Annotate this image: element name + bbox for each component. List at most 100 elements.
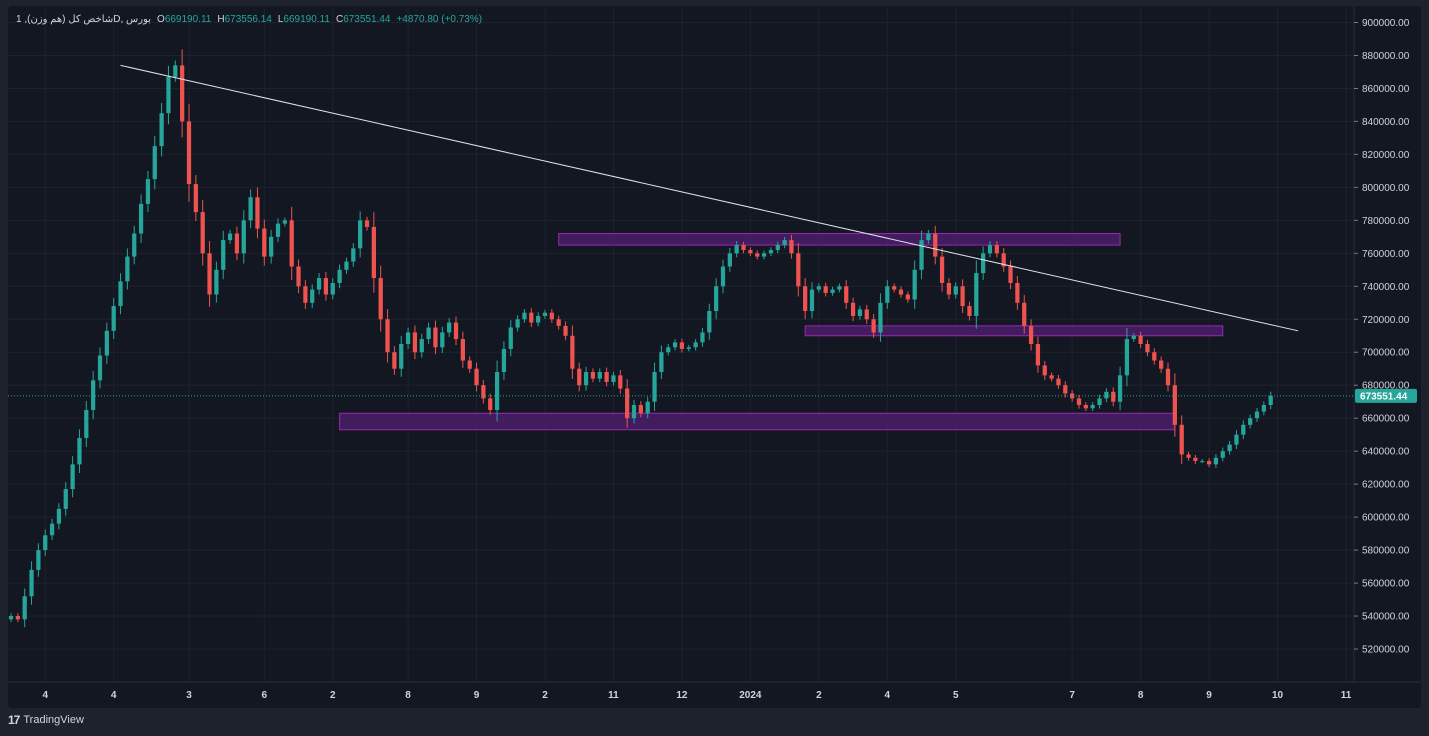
price-axis[interactable]: 900000.00 880000.00 860000.00 840000.00 8200…	[1353, 6, 1421, 708]
ohlc-legend: شاخص کل (هم وزن), 1D, بورس O669190.11 H6…	[16, 14, 482, 25]
candle-body	[987, 245, 993, 254]
candle-body	[755, 253, 760, 257]
candle	[1117, 366, 1123, 411]
candle-body	[898, 289, 904, 295]
candle-body	[885, 286, 890, 303]
price-chart[interactable]: 900000.00 880000.00 860000.00 840000.00 8200…	[8, 6, 1421, 708]
candle	[796, 243, 801, 297]
candle	[248, 189, 253, 229]
candle	[56, 503, 62, 530]
candle-body	[981, 253, 986, 274]
candle-body	[1056, 378, 1061, 386]
chart-panel[interactable]: 900000.00 880000.00 860000.00 840000.00 8200…	[8, 6, 1421, 708]
candle-body	[248, 197, 253, 221]
candle	[412, 325, 418, 360]
candle	[720, 259, 726, 294]
candle	[1056, 374, 1061, 389]
high-value: 673556.14	[224, 14, 272, 25]
candle	[953, 282, 958, 299]
candle-body	[933, 233, 938, 257]
candle-body	[679, 342, 685, 349]
candle	[898, 286, 904, 298]
candle-body	[1097, 398, 1102, 406]
candle	[714, 278, 719, 320]
candle-body	[734, 245, 739, 254]
candle	[994, 241, 999, 258]
candle	[221, 230, 226, 280]
price-tick-label: 620000.00	[1362, 480, 1410, 491]
candle	[460, 331, 465, 368]
candle	[145, 170, 151, 213]
last-price-badge	[1355, 388, 1417, 403]
candle-body	[1138, 335, 1143, 344]
candle-body	[49, 523, 55, 536]
candle	[481, 379, 486, 404]
candle	[49, 518, 55, 541]
candle	[542, 309, 548, 319]
candle-body	[385, 319, 390, 353]
candle	[611, 371, 616, 386]
candle-body	[761, 253, 767, 257]
candle-body	[419, 339, 424, 353]
candle	[1131, 332, 1136, 342]
candle-body	[310, 289, 315, 303]
candle-body	[666, 347, 671, 353]
candle-body	[453, 322, 459, 340]
candle-body	[1172, 385, 1177, 425]
price-tick-label: 820000.00	[1362, 150, 1410, 161]
time-tick-label: 9	[474, 690, 480, 701]
candle	[207, 241, 212, 307]
candle	[1090, 402, 1095, 412]
candle-body	[132, 233, 137, 257]
symbol-title[interactable]: شاخص کل (هم وزن), 1D, بورس	[16, 14, 152, 25]
close-label: C	[335, 14, 344, 25]
candle-body	[522, 312, 527, 320]
candle-body	[796, 253, 801, 287]
candle	[679, 338, 685, 353]
candle-body	[1090, 405, 1095, 409]
candle	[1159, 356, 1164, 373]
time-tick-label: 4	[42, 690, 48, 701]
candle-body	[488, 398, 493, 410]
candle-body	[56, 508, 62, 524]
candle-body	[878, 302, 883, 333]
time-axis[interactable]: 4 4 3 6 2 8 9 2 11 12 2024 2 4 5 7 8 9 10 11	[8, 681, 1421, 701]
candle-body	[426, 327, 431, 340]
candle-body	[344, 261, 349, 270]
candle-body	[474, 368, 479, 386]
candle-body	[1159, 360, 1164, 369]
candle-body	[652, 372, 657, 402]
candle	[1138, 331, 1143, 349]
candle-body	[919, 240, 924, 270]
candle	[604, 367, 609, 387]
candle	[1070, 390, 1075, 402]
candle-body	[1234, 434, 1239, 445]
candle-body	[125, 256, 130, 282]
footer-branding[interactable]: 17 TradingView	[8, 713, 84, 727]
candle-body	[399, 344, 404, 369]
candle-body	[371, 226, 376, 279]
candle-body	[221, 240, 226, 270]
candle-body	[1193, 457, 1198, 462]
candle-body	[960, 286, 965, 307]
time-tick-label: 2	[330, 690, 336, 701]
candle-body	[953, 286, 958, 295]
candle	[659, 345, 664, 379]
candle	[1145, 339, 1150, 357]
candle	[1206, 458, 1212, 468]
candle-body	[1145, 344, 1150, 353]
price-tick-label: 600000.00	[1362, 513, 1410, 524]
candle	[282, 217, 287, 227]
candle-body	[1152, 352, 1157, 361]
time-tick-label: 10	[1272, 690, 1284, 701]
candle	[597, 368, 602, 383]
candle	[166, 65, 171, 125]
candle-body	[926, 233, 931, 241]
candle-body	[1165, 368, 1171, 386]
candle	[727, 248, 732, 272]
time-tick-label: 4	[111, 690, 117, 701]
candle-body	[1015, 282, 1020, 303]
candle-body	[275, 223, 281, 237]
candle-body	[1248, 418, 1253, 425]
candle	[803, 278, 808, 320]
